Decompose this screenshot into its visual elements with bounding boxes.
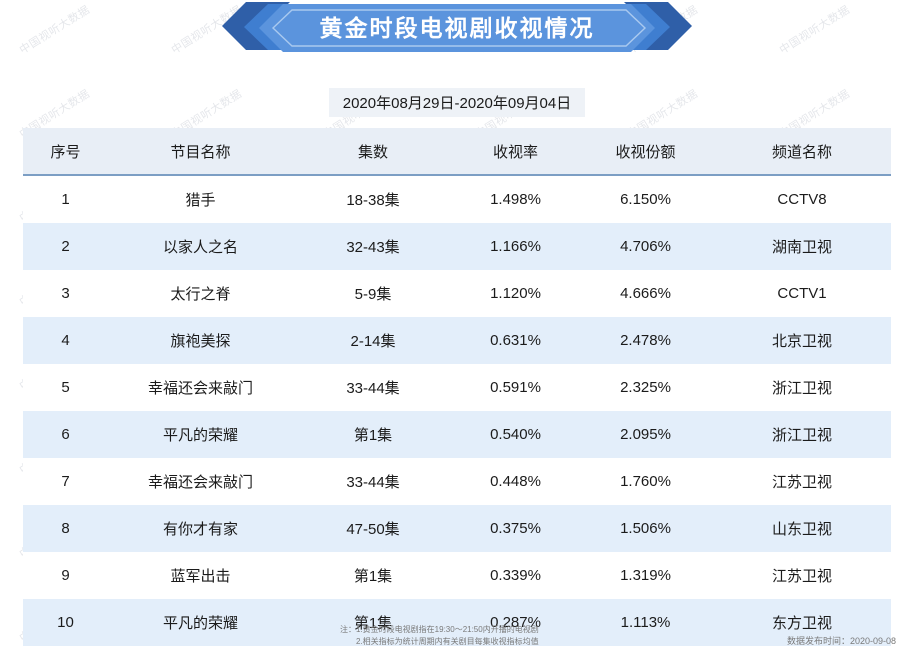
- column-header-share: 收视份额: [578, 128, 713, 176]
- column-header-channel: 频道名称: [713, 128, 891, 176]
- cell-rank: 4: [23, 317, 108, 364]
- cell-channel: 浙江卫视: [713, 411, 891, 458]
- cell-program: 太行之脊: [108, 270, 293, 317]
- date-range-label: 2020年08月29日-2020年09月04日: [328, 88, 586, 117]
- cell-share: 2.095%: [578, 411, 713, 458]
- cell-share: 4.706%: [578, 223, 713, 270]
- banner-plate: [259, 4, 655, 52]
- cell-share: 1.506%: [578, 505, 713, 552]
- cell-episodes: 2-14集: [293, 317, 453, 364]
- cell-rank: 1: [23, 175, 108, 223]
- cell-episodes: 第1集: [293, 599, 453, 646]
- cell-rating: 1.166%: [453, 223, 578, 270]
- cell-program: 平凡的荣耀: [108, 411, 293, 458]
- cell-rank: 6: [23, 411, 108, 458]
- cell-share: 6.150%: [578, 175, 713, 223]
- cell-share: 1.113%: [578, 599, 713, 646]
- table-row: 10 平凡的荣耀 第1集 0.287% 1.113% 东方卫视: [23, 599, 891, 646]
- cell-rank: 3: [23, 270, 108, 317]
- table-row: 2 以家人之名 32-43集 1.166% 4.706% 湖南卫视: [23, 223, 891, 270]
- footer: 注：1.黄金时段电视剧指在19:30～21:50内开播的电视剧 2.相关指标为统…: [0, 624, 914, 655]
- cell-rating: 0.540%: [453, 411, 578, 458]
- footnote-line-2: 2.相关指标为统计周期内有关剧目每集收视指标均值: [356, 636, 539, 646]
- cell-channel: 江苏卫视: [713, 552, 891, 599]
- cell-episodes: 32-43集: [293, 223, 453, 270]
- cell-rank: 7: [23, 458, 108, 505]
- cell-program: 有你才有家: [108, 505, 293, 552]
- cell-program: 平凡的荣耀: [108, 599, 293, 646]
- cell-episodes: 33-44集: [293, 364, 453, 411]
- table-row: 6 平凡的荣耀 第1集 0.540% 2.095% 浙江卫视: [23, 411, 891, 458]
- cell-channel: 山东卫视: [713, 505, 891, 552]
- cell-rating: 0.631%: [453, 317, 578, 364]
- cell-program: 以家人之名: [108, 223, 293, 270]
- cell-channel: CCTV8: [713, 175, 891, 223]
- title-banner: 黄金时段电视剧收视情况: [0, 0, 914, 60]
- table-row: 5 幸福还会来敲门 33-44集 0.591% 2.325% 浙江卫视: [23, 364, 891, 411]
- cell-rank: 8: [23, 505, 108, 552]
- column-header-episodes: 集数: [293, 128, 453, 176]
- cell-rating: 0.287%: [453, 599, 578, 646]
- cell-rating: 0.448%: [453, 458, 578, 505]
- cell-episodes: 18-38集: [293, 175, 453, 223]
- cell-channel: CCTV1: [713, 270, 891, 317]
- cell-channel: 湖南卫视: [713, 223, 891, 270]
- cell-program: 蓝军出击: [108, 552, 293, 599]
- table-row: 8 有你才有家 47-50集 0.375% 1.506% 山东卫视: [23, 505, 891, 552]
- cell-rank: 10: [23, 599, 108, 646]
- cell-rating: 0.375%: [453, 505, 578, 552]
- table-row: 3 太行之脊 5-9集 1.120% 4.666% CCTV1: [23, 270, 891, 317]
- cell-program: 幸福还会来敲门: [108, 364, 293, 411]
- table-row: 7 幸福还会来敲门 33-44集 0.448% 1.760% 江苏卫视: [23, 458, 891, 505]
- ratings-table: 序号 节目名称 集数 收视率 收视份额 频道名称 1 猎手 18-38集 1.498%…: [23, 128, 891, 646]
- cell-share: 4.666%: [578, 270, 713, 317]
- cell-rank: 5: [23, 364, 108, 411]
- cell-episodes: 5-9集: [293, 270, 453, 317]
- cell-episodes: 47-50集: [293, 505, 453, 552]
- cell-rating: 1.120%: [453, 270, 578, 317]
- cell-share: 2.478%: [578, 317, 713, 364]
- cell-channel: 北京卫视: [713, 317, 891, 364]
- date-range: 2020年08月29日-2020年09月04日: [0, 88, 914, 117]
- banner-plate-inner-outline: [271, 9, 647, 47]
- cell-rating: 0.339%: [453, 552, 578, 599]
- cell-channel: 江苏卫视: [713, 458, 891, 505]
- cell-channel: 东方卫视: [713, 599, 891, 646]
- cell-share: 1.760%: [578, 458, 713, 505]
- cell-share: 2.325%: [578, 364, 713, 411]
- table-row: 4 旗袍美探 2-14集 0.631% 2.478% 北京卫视: [23, 317, 891, 364]
- cell-episodes: 第1集: [293, 411, 453, 458]
- cell-episodes: 第1集: [293, 552, 453, 599]
- cell-channel: 浙江卫视: [713, 364, 891, 411]
- column-header-rank: 序号: [23, 128, 108, 176]
- cell-share: 1.319%: [578, 552, 713, 599]
- table-header-row: 序号 节目名称 集数 收视率 收视份额 频道名称: [23, 128, 891, 176]
- cell-program: 旗袍美探: [108, 317, 293, 364]
- cell-program: 猎手: [108, 175, 293, 223]
- cell-episodes: 33-44集: [293, 458, 453, 505]
- publish-date: 数据发布时间：2020-09-08: [786, 636, 896, 646]
- cell-program: 幸福还会来敲门: [108, 458, 293, 505]
- table-row: 9 蓝军出击 第1集 0.339% 1.319% 江苏卫视: [23, 552, 891, 599]
- cell-rank: 2: [23, 223, 108, 270]
- column-header-program: 节目名称: [108, 128, 293, 176]
- cell-rank: 9: [23, 552, 108, 599]
- cell-rating: 0.591%: [453, 364, 578, 411]
- footnotes: 注：1.黄金时段电视剧指在19:30～21:50内开播的电视剧 2.相关指标为统…: [340, 624, 539, 647]
- table-body: 1 猎手 18-38集 1.498% 6.150% CCTV8 2 以家人之名 32-43集 1.…: [23, 175, 891, 646]
- footnote-line-1: 注：1.黄金时段电视剧指在19:30～21:50内开播的电视剧: [340, 625, 539, 634]
- banner-decoration-graphic: [222, 2, 692, 52]
- cell-rating: 1.498%: [453, 175, 578, 223]
- page-title: 黄金时段电视剧收视情况: [319, 15, 595, 41]
- column-header-rating: 收视率: [453, 128, 578, 176]
- table-row: 1 猎手 18-38集 1.498% 6.150% CCTV8: [23, 175, 891, 223]
